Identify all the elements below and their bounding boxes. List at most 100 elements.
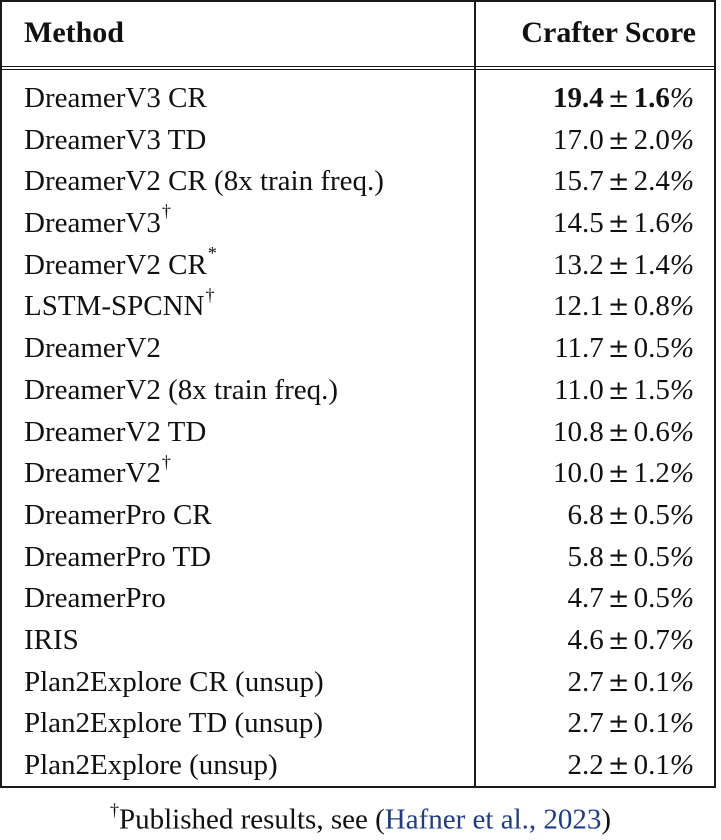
- method-name: IRIS: [24, 623, 79, 656]
- plus-minus-symbol: ±: [607, 459, 630, 490]
- score-value: 11.7: [554, 332, 604, 365]
- table-row: DreamerV3 CR 19.4 ±1.6%: [2, 78, 714, 120]
- percent-symbol: %: [669, 623, 694, 656]
- score-value: 4.7: [567, 582, 604, 615]
- method-cell: DreamerPro TD: [24, 537, 211, 579]
- score-error: 0.6: [633, 415, 670, 448]
- score-error: 0.5: [633, 498, 670, 531]
- method-footnote-mark: †: [161, 201, 171, 222]
- table-row: DreamerV2 CR* 13.2 ±1.4%: [2, 243, 714, 287]
- percent-symbol: %: [669, 207, 694, 240]
- score-error: 0.5: [633, 332, 670, 365]
- percent-symbol: %: [669, 373, 694, 406]
- footnote-text: Published results, see (: [118, 803, 385, 836]
- percent-symbol: %: [669, 457, 694, 490]
- table-row: DreamerV2 11.7 ±0.5%: [2, 328, 714, 370]
- score-value: 10.8: [553, 415, 604, 448]
- header-crafter-score: Crafter Score: [521, 16, 696, 49]
- score-error: 0.1: [633, 707, 670, 740]
- table-row: IRIS 4.6 ±0.7%: [2, 620, 714, 662]
- percent-symbol: %: [669, 82, 694, 114]
- method-name: DreamerV3 CR: [24, 82, 207, 114]
- method-name: DreamerV2 TD: [24, 415, 207, 448]
- table-row: Plan2Explore TD (unsup) 2.7 ±0.1%: [2, 703, 714, 745]
- score-cell: 4.7 ±0.5%: [568, 578, 694, 621]
- table-row: DreamerV2 CR (8x train freq.) 15.7 ±2.4%: [2, 161, 714, 203]
- score-error: 0.5: [633, 540, 670, 573]
- table-row: DreamerPro TD 5.8 ±0.5%: [2, 537, 714, 579]
- method-cell: DreamerV3 CR: [24, 78, 207, 120]
- method-cell: Plan2Explore TD (unsup): [24, 703, 323, 745]
- score-error: 2.0: [633, 123, 670, 156]
- table-row: DreamerPro 4.7 ±0.5%: [2, 578, 714, 620]
- plus-minus-symbol: ±: [607, 417, 630, 448]
- score-cell: 2.2 ±0.1%: [568, 745, 694, 788]
- score-value: 14.5: [553, 207, 604, 240]
- score-cell: 15.7 ±2.4%: [553, 161, 694, 204]
- score-cell: 14.5 ±1.6%: [553, 203, 694, 246]
- plus-minus-symbol: ±: [607, 625, 630, 656]
- method-name: DreamerV2: [24, 332, 161, 365]
- percent-symbol: %: [669, 123, 694, 156]
- score-error: 1.4: [633, 248, 670, 281]
- method-name: DreamerPro CR: [24, 498, 212, 531]
- plus-minus-symbol: ±: [607, 667, 630, 698]
- method-name: LSTM-SPCNN: [24, 290, 205, 323]
- table-row: DreamerV3† 14.5 ±1.6%: [2, 201, 714, 246]
- table-row: DreamerV3 TD 17.0 ±2.0%: [2, 120, 714, 162]
- method-name: DreamerV3 TD: [24, 123, 207, 156]
- method-name: Plan2Explore (unsup): [24, 749, 278, 781]
- plus-minus-symbol: ±: [607, 84, 630, 114]
- method-name: DreamerV2 CR: [24, 248, 207, 281]
- percent-symbol: %: [669, 415, 694, 448]
- score-cell: 11.0 ±1.5%: [554, 370, 694, 413]
- score-value: 12.1: [553, 290, 604, 323]
- plus-minus-symbol: ±: [607, 334, 630, 365]
- table-row: Plan2Explore CR (unsup) 2.7 ±0.1%: [2, 662, 714, 704]
- score-cell: 10.0 ±1.2%: [553, 453, 694, 496]
- score-value: 4.6: [567, 623, 604, 656]
- score-value: 17.0: [553, 123, 604, 156]
- plus-minus-symbol: ±: [607, 542, 630, 573]
- footnote-dagger: †: [109, 800, 119, 820]
- score-error: 0.5: [633, 582, 670, 615]
- method-cell: Plan2Explore CR (unsup): [24, 662, 324, 704]
- percent-symbol: %: [669, 290, 694, 323]
- method-name: DreamerV2: [24, 457, 161, 490]
- score-value: 2.7: [567, 707, 604, 740]
- score-error: 1.5: [633, 373, 670, 406]
- method-footnote-mark: †: [205, 284, 215, 305]
- method-cell: DreamerV3†: [24, 201, 171, 245]
- citation-link[interactable]: Hafner et al., 2023: [384, 803, 602, 836]
- plus-minus-symbol: ±: [607, 167, 630, 198]
- method-cell: Plan2Explore (unsup): [24, 745, 278, 787]
- score-cell: 12.1 ±0.8%: [553, 286, 694, 329]
- table-row: DreamerPro CR 6.8 ±0.5%: [2, 495, 714, 537]
- percent-symbol: %: [669, 498, 694, 531]
- score-value: 13.2: [553, 248, 604, 281]
- table-row: Plan2Explore (unsup) 2.2 ±0.1%: [2, 745, 714, 787]
- method-name: Plan2Explore CR (unsup): [24, 665, 324, 698]
- method-name: DreamerV3: [24, 207, 161, 240]
- percent-symbol: %: [669, 749, 694, 781]
- plus-minus-symbol: ±: [607, 375, 630, 406]
- percent-symbol: %: [669, 540, 694, 573]
- method-name: DreamerPro TD: [24, 540, 212, 573]
- score-error: 0.1: [633, 665, 670, 698]
- plus-minus-symbol: ±: [607, 250, 630, 281]
- percent-symbol: %: [669, 248, 694, 281]
- score-error: 0.8: [633, 290, 670, 323]
- method-footnote-mark: *: [207, 243, 217, 264]
- method-footnote-mark: †: [161, 451, 171, 472]
- score-cell: 5.8 ±0.5%: [568, 537, 694, 580]
- percent-symbol: %: [669, 582, 694, 615]
- results-table: Method Crafter Score DreamerV3 CR 19.4 ±1.…: [0, 0, 716, 788]
- score-cell: 19.4 ±1.6%: [553, 78, 694, 121]
- method-name: DreamerV2 CR (8x train freq.): [24, 165, 384, 198]
- score-cell: 17.0 ±2.0%: [553, 120, 694, 163]
- score-value: 10.0: [553, 457, 604, 490]
- score-cell: 2.7 ±0.1%: [568, 662, 694, 705]
- footnote-close: ): [601, 803, 612, 836]
- method-cell: DreamerV2 CR*: [24, 243, 217, 287]
- score-value: 2.2: [567, 749, 604, 781]
